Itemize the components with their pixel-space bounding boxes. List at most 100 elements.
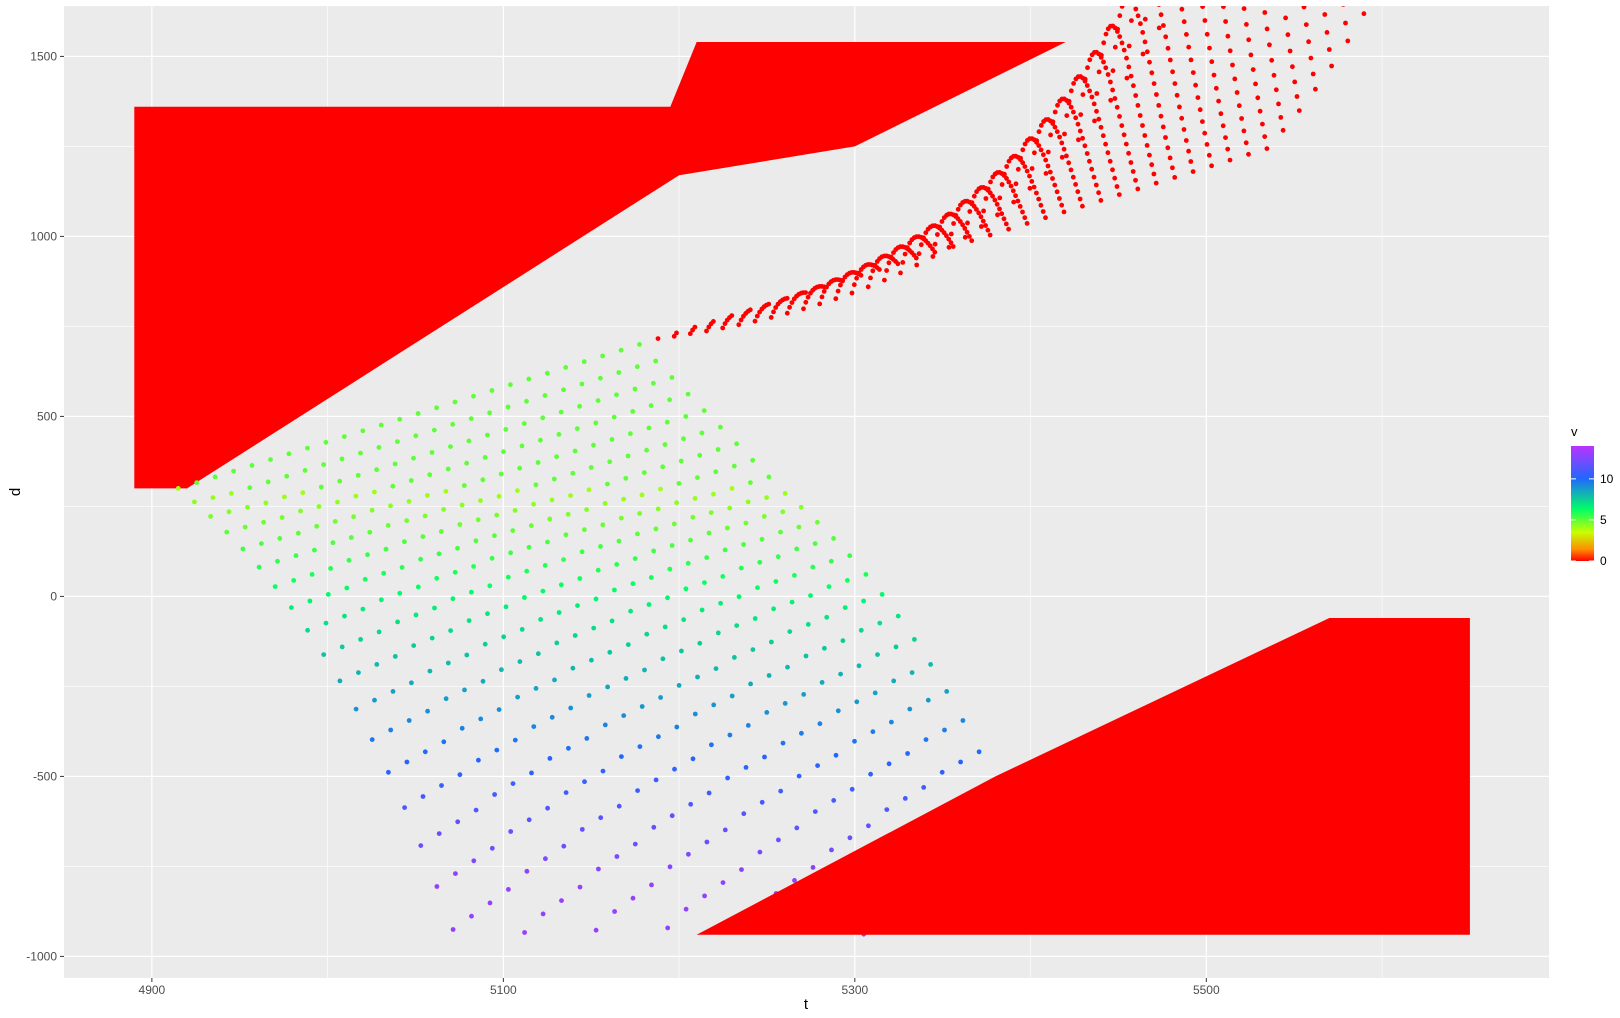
trajectory-point (438, 529, 444, 534)
trajectory-point (1103, 31, 1109, 37)
trajectory-point (1361, 11, 1367, 17)
trajectory-point (1096, 190, 1101, 196)
trajectory-point (358, 637, 363, 642)
trajectory-point (360, 428, 366, 434)
trajectory-point (870, 268, 876, 274)
trajectory-point (1257, 108, 1263, 114)
trajectory-point (402, 539, 407, 545)
trajectory-point (353, 706, 359, 712)
trajectory-point (667, 864, 673, 870)
trajectory-point (462, 687, 467, 693)
trajectory-point (487, 410, 492, 416)
trajectory-point (838, 282, 843, 288)
trajectory-point (985, 227, 991, 233)
trajectory-point (838, 671, 843, 677)
trajectory-point (568, 705, 574, 711)
trajectory-point (330, 540, 336, 546)
trajectory-point (1068, 88, 1074, 94)
trajectory-point (683, 586, 689, 592)
trajectory-point (833, 752, 839, 758)
trajectory-point (967, 234, 972, 239)
trajectory-point (840, 278, 845, 284)
trajectory-point (831, 798, 837, 803)
trajectory-point (1144, 143, 1150, 148)
trajectory-point (634, 364, 640, 370)
trajectory-point (687, 331, 693, 337)
trajectory-point (768, 315, 774, 320)
trajectory-point (1096, 51, 1102, 57)
trajectory-point (902, 251, 908, 257)
trajectory-point (224, 529, 230, 535)
trajectory-point (671, 333, 677, 339)
trajectory-point (425, 493, 430, 498)
trajectory-point (556, 432, 562, 437)
trajectory-point (1029, 166, 1035, 171)
trajectory-point (711, 702, 717, 708)
trajectory-point (228, 491, 234, 496)
trajectory-point (819, 294, 825, 300)
trajectory-point (653, 358, 659, 364)
trajectory-point (1188, 159, 1194, 164)
trajectory-point (736, 322, 742, 328)
trajectory-point (630, 895, 636, 901)
trajectory-point (492, 792, 497, 797)
trajectory-point (526, 817, 532, 823)
trajectory-point (1022, 164, 1028, 170)
trajectory-point (1020, 160, 1026, 166)
trajectory-point (565, 511, 571, 517)
trajectory-point (339, 456, 345, 462)
trajectory-point (1078, 112, 1084, 117)
trajectory-point (1243, 140, 1249, 146)
trajectory-point (621, 713, 627, 718)
trajectory-point (445, 466, 451, 472)
trajectory-point (909, 670, 915, 675)
trajectory-point (434, 405, 439, 411)
trajectory-point (1122, 0, 1127, 3)
trajectory-point (1209, 163, 1214, 169)
trajectory-point (563, 532, 569, 538)
trajectory-point (976, 749, 982, 755)
trajectory-point (1241, 128, 1247, 134)
trajectory-point (1223, 19, 1228, 24)
trajectory-point (656, 734, 661, 740)
trajectory-point (1140, 51, 1146, 57)
trajectory-point (1108, 79, 1113, 85)
y-tick-label: -1000 (26, 949, 57, 963)
trajectory-point (739, 867, 744, 872)
trajectory-point (798, 504, 804, 510)
y-tick-label: 1000 (30, 229, 57, 243)
trajectory-point (381, 570, 387, 576)
trajectory-point (367, 529, 373, 535)
trajectory-point (1236, 103, 1242, 109)
trajectory-point (1017, 204, 1023, 209)
trajectory-point (879, 592, 885, 597)
trajectory-point (1022, 141, 1028, 147)
trajectory-point (950, 244, 956, 249)
trajectory-point (566, 745, 571, 751)
legend-colorbar (1571, 446, 1594, 561)
trajectory-point (240, 546, 246, 552)
trajectory-point (967, 209, 973, 214)
trajectory-point (771, 309, 776, 315)
trajectory-point (782, 701, 788, 706)
trajectory-point (1276, 101, 1281, 107)
trajectory-point (766, 474, 772, 480)
trajectory-point (628, 431, 633, 437)
trajectory-point (812, 541, 818, 546)
trajectory-point (282, 494, 287, 500)
trajectory-point (558, 582, 564, 588)
trajectory-point (1174, 92, 1180, 98)
trajectory-point (801, 306, 806, 312)
trajectory-point (593, 927, 599, 933)
trajectory-point (1326, 47, 1332, 52)
trajectory-point (596, 866, 601, 872)
trajectory-point (263, 500, 269, 506)
trajectory-point (404, 759, 410, 765)
trajectory-point (471, 393, 476, 399)
trajectory-point (1085, 65, 1090, 71)
trajectory-point (792, 573, 797, 578)
trajectory-point (390, 689, 396, 694)
trajectory-point (1027, 173, 1032, 179)
trajectory-point (351, 514, 356, 520)
trajectory-point (1013, 181, 1019, 187)
